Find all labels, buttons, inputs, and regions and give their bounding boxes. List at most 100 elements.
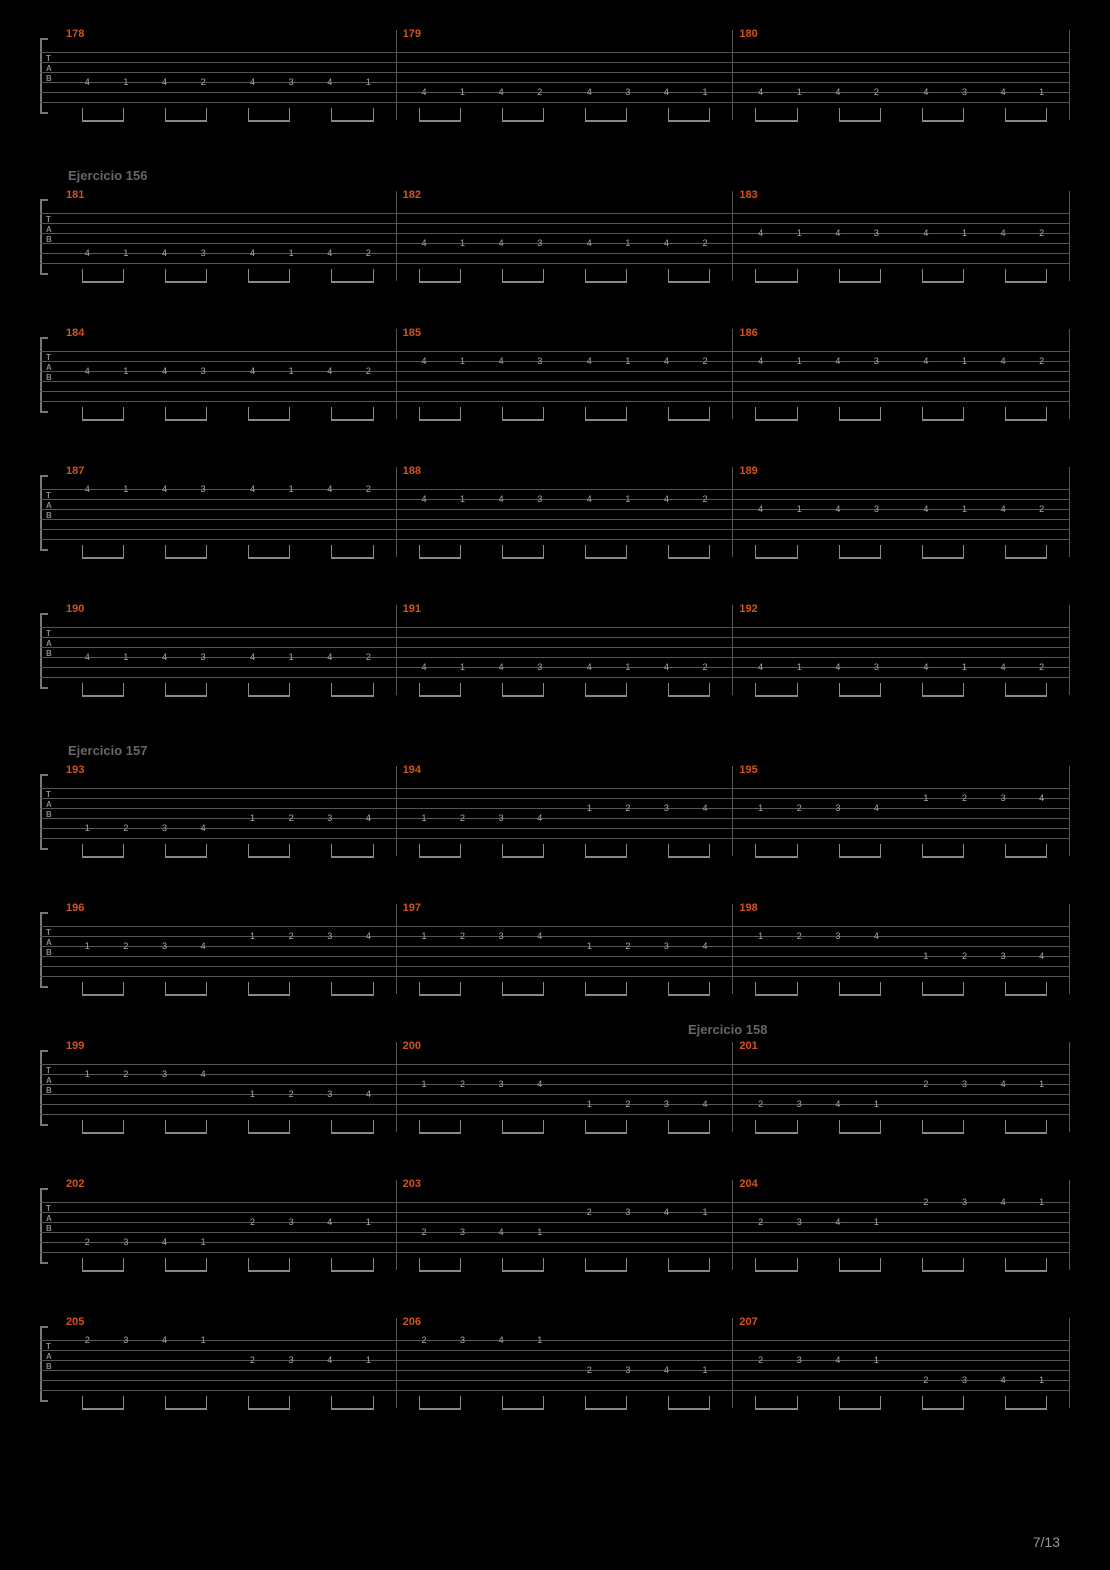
measure: 19141434142 xyxy=(397,605,734,695)
beam-row xyxy=(405,683,725,697)
fret-number: 1 xyxy=(248,1089,258,1099)
measure: 20423412341 xyxy=(733,1180,1070,1270)
fret-number: 1 xyxy=(756,803,766,813)
fret-number: 2 xyxy=(756,1355,766,1365)
measure: 20523412341 xyxy=(60,1318,397,1408)
fret-number: 4 xyxy=(921,504,931,514)
note-group: 1234 xyxy=(233,813,387,823)
beam xyxy=(922,695,964,697)
fret-number: 2 xyxy=(1037,504,1047,514)
fret-number: 1 xyxy=(1037,87,1047,97)
stem xyxy=(373,1258,374,1270)
fret-number: 3 xyxy=(286,1217,296,1227)
fret-number: 4 xyxy=(833,356,843,366)
fret-number: 4 xyxy=(82,248,92,258)
beam xyxy=(82,557,124,559)
note-group: 4142 xyxy=(570,238,724,248)
tab-row: Ejercicio 156TAB181414341421824143414218… xyxy=(40,168,1070,281)
stem xyxy=(963,982,964,994)
stem xyxy=(82,1120,83,1132)
beam-group xyxy=(654,1120,724,1134)
beam-group xyxy=(654,545,724,559)
stem xyxy=(419,108,420,120)
stem xyxy=(668,269,669,281)
beam xyxy=(585,994,627,996)
measure: 18341434142 xyxy=(733,191,1070,281)
measure-number: 184 xyxy=(66,327,84,339)
beam xyxy=(922,281,964,283)
fret-number: 1 xyxy=(921,793,931,803)
note-group: 4143 xyxy=(405,356,559,366)
beam-group xyxy=(234,683,304,697)
fret-number: 1 xyxy=(121,77,131,87)
beam-row xyxy=(741,982,1061,996)
beam-group xyxy=(68,269,138,283)
beam xyxy=(248,419,290,421)
fret-number: 4 xyxy=(584,87,594,97)
measure-number: 186 xyxy=(739,327,757,339)
fret-number: 3 xyxy=(121,1237,131,1247)
beam-group xyxy=(824,407,894,421)
note-group: 2341 xyxy=(907,1197,1061,1207)
stem xyxy=(289,844,290,856)
tab-system: TAB205234123412062341234120723412341 xyxy=(40,1318,1070,1408)
fret-number: 4 xyxy=(496,662,506,672)
stem xyxy=(289,108,290,120)
beam xyxy=(419,1270,461,1272)
beam xyxy=(502,994,544,996)
fret-number: 4 xyxy=(248,484,258,494)
beam xyxy=(922,856,964,858)
beam-group xyxy=(234,269,304,283)
beam-row xyxy=(741,1258,1061,1272)
stem xyxy=(839,545,840,557)
note-group: 2341 xyxy=(233,1355,387,1365)
fret-number: 4 xyxy=(325,248,335,258)
fret-number: 2 xyxy=(363,484,373,494)
fret-number: 1 xyxy=(960,356,970,366)
stem xyxy=(123,545,124,557)
beam xyxy=(1005,419,1047,421)
beam xyxy=(331,1408,373,1410)
fret-number: 3 xyxy=(661,1099,671,1109)
note-group: 4142 xyxy=(68,77,222,87)
fret-number: 4 xyxy=(998,228,1008,238)
fret-number: 2 xyxy=(871,87,881,97)
beam-group xyxy=(317,1258,387,1272)
stem xyxy=(1005,683,1006,695)
fret-number: 4 xyxy=(159,77,169,87)
stem xyxy=(626,1258,627,1270)
beam xyxy=(331,994,373,996)
fret-number: 1 xyxy=(458,87,468,97)
stem xyxy=(585,1396,586,1408)
fret-number: 3 xyxy=(198,652,208,662)
beam xyxy=(839,1408,881,1410)
note-group: 1234 xyxy=(68,1069,222,1079)
stem xyxy=(460,1258,461,1270)
fret-number: 2 xyxy=(419,1335,429,1345)
stem xyxy=(963,108,964,120)
fret-number: 4 xyxy=(1037,793,1047,803)
fret-number: 3 xyxy=(496,931,506,941)
stem xyxy=(755,683,756,695)
stem xyxy=(585,683,586,695)
measure-number: 194 xyxy=(403,764,421,776)
stem xyxy=(460,1120,461,1132)
beam-group xyxy=(654,1396,724,1410)
stem xyxy=(668,982,669,994)
fret-number: 3 xyxy=(661,941,671,951)
beam xyxy=(248,281,290,283)
fret-number: 4 xyxy=(159,366,169,376)
fret-number: 2 xyxy=(121,1069,131,1079)
stem xyxy=(755,982,756,994)
fret-number: 1 xyxy=(248,813,258,823)
stem xyxy=(709,844,710,856)
stem xyxy=(419,407,420,419)
beam-group xyxy=(571,683,641,697)
fret-number: 4 xyxy=(998,1197,1008,1207)
stem xyxy=(82,982,83,994)
note-group: 2341 xyxy=(907,1375,1061,1385)
stem xyxy=(922,108,923,120)
stem xyxy=(373,108,374,120)
beam-row xyxy=(405,1396,725,1410)
stem xyxy=(331,1258,332,1270)
